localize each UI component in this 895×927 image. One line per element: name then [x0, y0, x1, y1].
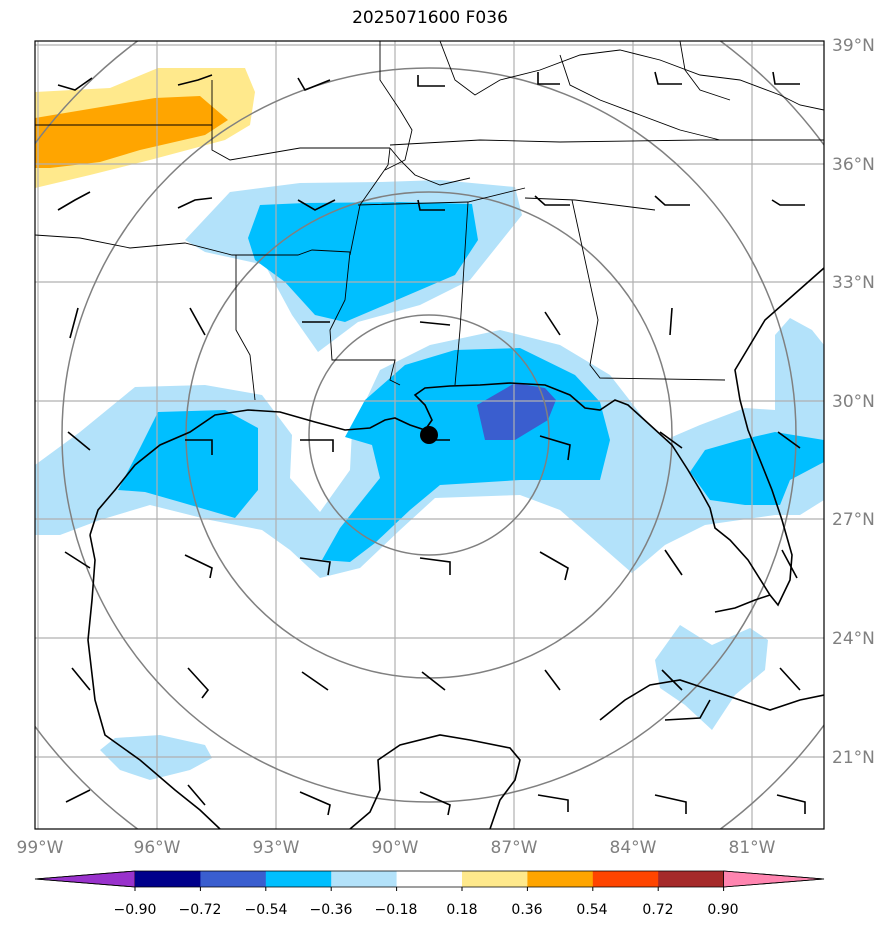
lat-label: 24°N — [832, 629, 875, 649]
colorbar-segment — [462, 871, 528, 887]
lon-label: 90°W — [372, 838, 419, 858]
colorbar-segment — [527, 871, 594, 887]
colorbar-segment — [200, 871, 267, 887]
negative-anomaly-core — [477, 383, 556, 440]
lat-label: 36°N — [832, 155, 875, 175]
state-borders — [35, 80, 824, 401]
colorbar-tick-label: 0.54 — [576, 902, 607, 918]
lat-label: 30°N — [832, 392, 875, 412]
colorbar-segment — [331, 871, 398, 887]
wind-barbs — [57, 71, 806, 816]
negative-anomaly-north — [248, 202, 478, 322]
colorbar-segment — [265, 871, 332, 887]
upper-borders — [379, 41, 824, 186]
lon-label: 96°W — [134, 838, 181, 858]
colorbar-tick-label: −0.72 — [179, 902, 222, 918]
coastlines — [87, 267, 824, 829]
positive-anomaly-orange — [35, 96, 228, 168]
lat-label: 27°N — [832, 510, 875, 530]
map-frame — [34, 40, 825, 830]
colorbar-extension-max — [723, 870, 825, 888]
lon-label: 81°W — [729, 838, 776, 858]
lon-label: 93°W — [253, 838, 300, 858]
lat-label: 39°N — [832, 36, 875, 56]
colorbar-segment — [592, 871, 659, 887]
longitude-labels: 99°W 96°W 93°W 90°W 87°W 84°W 81°W — [17, 838, 776, 858]
colorbar-segment — [135, 871, 201, 887]
colorbar-tick-label: 0.72 — [642, 902, 673, 918]
negative-anomaly-cuba — [655, 625, 768, 730]
colorbar-tick-label: 0.90 — [707, 902, 738, 918]
lon-label: 84°W — [610, 838, 657, 858]
latitude-labels: 39°N 36°N 33°N 30°N 27°N 24°N 21°N — [832, 36, 875, 768]
map-title: 2025071600 F036 — [352, 8, 508, 28]
colorbar-tick-label: −0.54 — [245, 902, 288, 918]
colorbar-tick-label: −0.36 — [310, 902, 353, 918]
lon-label: 87°W — [491, 838, 538, 858]
colorbar-tick-label: −0.90 — [114, 902, 157, 918]
colorbar-segment — [396, 871, 463, 887]
colorbar-tick-label: −0.18 — [375, 902, 418, 918]
colorbar-labels: −0.90 −0.72 −0.54 −0.36 −0.18 0.18 0.36 … — [114, 902, 739, 918]
storm-center-marker — [420, 426, 438, 444]
graticule — [35, 41, 824, 829]
colorbar-segment — [658, 871, 725, 887]
colorbar-tick-label: 0.18 — [446, 902, 477, 918]
lon-label: 99°W — [17, 838, 64, 858]
colorbar — [34, 870, 825, 891]
colorbar-tick-label: 0.36 — [511, 902, 542, 918]
negative-anomaly-east — [690, 432, 824, 505]
lat-label: 33°N — [832, 273, 875, 293]
lat-label: 21°N — [832, 748, 875, 768]
colorbar-extension-min — [34, 870, 136, 888]
